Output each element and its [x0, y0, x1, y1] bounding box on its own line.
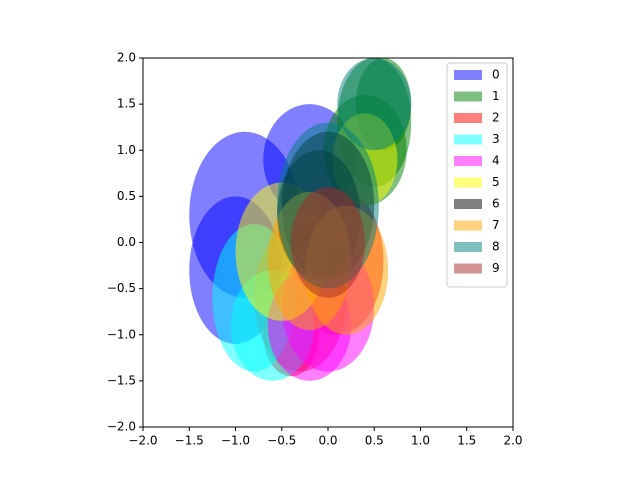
legend-swatch: [454, 156, 482, 166]
y-tick-label: −1.5: [107, 373, 136, 387]
legend-label: 4: [492, 154, 500, 168]
x-tick-label: 1.5: [457, 434, 476, 448]
legend-swatch: [454, 177, 482, 188]
y-tick-label: 0.0: [117, 235, 136, 249]
x-tick-label: 2.0: [503, 434, 522, 448]
legend-label: 5: [492, 175, 500, 189]
legend-label: 1: [492, 89, 500, 103]
y-tick-label: 0.5: [117, 189, 136, 203]
legend-label: 0: [492, 68, 500, 82]
x-tick-label: −2.0: [128, 434, 157, 448]
y-tick-label: 1.5: [117, 97, 136, 111]
legend-label: 2: [492, 111, 500, 125]
legend-swatch: [454, 242, 482, 252]
legend-swatch: [454, 113, 482, 123]
legend-swatch: [454, 199, 482, 209]
y-tick-label: −0.5: [107, 281, 136, 295]
x-tick-label: 1.0: [411, 434, 430, 448]
y-tick-label: 2.0: [117, 51, 136, 65]
legend-swatch: [454, 70, 482, 80]
legend-label: 3: [492, 132, 500, 146]
legend-swatch: [454, 134, 482, 145]
legend-label: 6: [492, 197, 500, 211]
x-tick-label: −1.5: [175, 434, 204, 448]
ellipse: [291, 187, 365, 298]
x-tick-label: 0.5: [365, 434, 384, 448]
x-tick-label: −1.0: [221, 434, 250, 448]
plot-area: [189, 58, 412, 381]
x-tick-label: −0.5: [267, 434, 296, 448]
y-tick-label: −2.0: [107, 420, 136, 434]
legend-swatch: [454, 91, 482, 102]
y-tick-label: 1.0: [117, 143, 136, 157]
legend-swatch: [454, 263, 482, 274]
legend-swatch: [454, 220, 482, 231]
legend-label: 7: [492, 218, 500, 232]
legend-label: 8: [492, 240, 500, 254]
y-tick-label: −1.0: [107, 327, 136, 341]
legend-label: 9: [492, 261, 500, 275]
x-tick-label: 0.0: [318, 434, 337, 448]
ellipse: [337, 58, 412, 151]
